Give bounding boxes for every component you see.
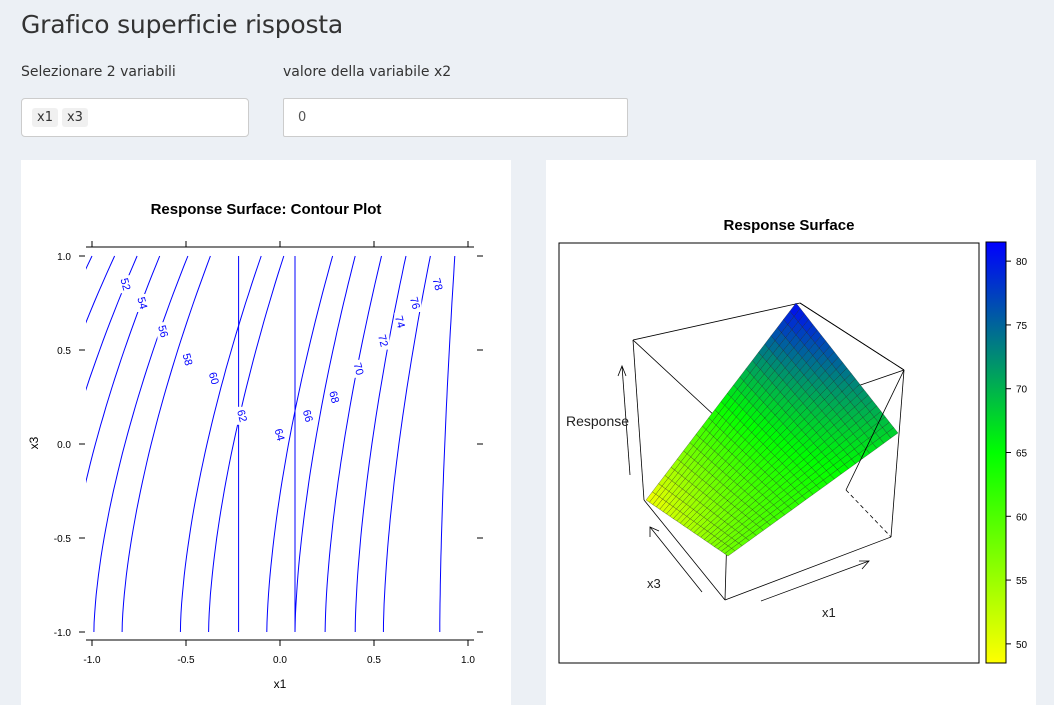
contour-level-label: 52 <box>117 277 132 292</box>
contour-level-label: 58 <box>180 352 195 367</box>
contour-clip-right <box>474 160 511 705</box>
contour-level-label: 54 <box>134 296 149 311</box>
surface-box-edge <box>845 369 905 491</box>
contour-y-tick-label: -0.5 <box>54 534 72 545</box>
contour-label-bg <box>181 350 194 369</box>
contour-line <box>179 255 262 633</box>
surface-z-axis-label: Response <box>566 413 629 429</box>
contour-x-tick-label: 0.5 <box>367 655 381 666</box>
contour-y-tick-label: 0.0 <box>57 440 71 451</box>
surface-x-arrow <box>760 560 870 602</box>
surface-plot-panel: Response Surface Response x3 x1 50 55 60 65… <box>546 160 1036 705</box>
contour-label-bg <box>302 406 315 425</box>
surface-plot-frame <box>558 242 980 664</box>
contour-label-bg <box>274 425 286 444</box>
colorbar-tick-label: 65 <box>1016 449 1028 460</box>
page-title: Grafico superficie risposta <box>21 10 344 39</box>
contour-x-tick-label: 1.0 <box>461 655 475 666</box>
contour-y-tick-label: 1.0 <box>57 252 71 263</box>
surface-x-axis-label: x1 <box>822 605 836 620</box>
surface-z-arrow <box>621 365 631 476</box>
contour-line <box>354 255 407 633</box>
contour-label-bg <box>409 294 422 312</box>
contour-level-label: 70 <box>351 362 366 377</box>
contour-y-tick-label: 0.5 <box>57 346 71 357</box>
contour-line <box>382 255 431 633</box>
contour-y-tick-label: -1.0 <box>54 628 72 639</box>
contour-x-tick-label: -1.0 <box>83 655 101 666</box>
contour-label-bg <box>136 294 149 312</box>
selected-variable-chip[interactable]: x3 <box>61 108 88 127</box>
contour-level-label: 60 <box>206 371 221 386</box>
contour-level-label: 68 <box>326 390 341 405</box>
surface-y-arrowhead <box>649 526 660 537</box>
surface-y-arrow <box>649 526 703 593</box>
surface-box-edge <box>632 302 801 341</box>
contour-plot-panel: Response Surface: Contour Plot 52 54 56 58 6… <box>21 160 511 705</box>
contour-x-tick-label: -0.5 <box>177 655 195 666</box>
contour-line <box>294 255 356 633</box>
surface-title: Response Surface <box>724 217 855 234</box>
colorbar-tick-label: 60 <box>1016 512 1028 523</box>
contour-label-bg <box>157 322 170 341</box>
surface-box-edge <box>845 489 892 538</box>
contour-label-bg <box>208 369 221 388</box>
colorbar-tick-label: 50 <box>1016 640 1028 651</box>
surface-box-edge <box>643 499 726 601</box>
fixed-value-input[interactable] <box>283 98 628 137</box>
surface-z-arrowhead <box>617 364 627 377</box>
colorbar-tick-label: 70 <box>1016 385 1028 396</box>
surface-box-edge <box>799 302 905 371</box>
colorbar-tick-label: 80 <box>1016 257 1028 268</box>
contour-y-axis-label: x3 <box>27 436 41 449</box>
colorbar-tick-label: 55 <box>1016 576 1028 587</box>
contour-level-label: 72 <box>375 333 390 348</box>
surface-plot: Response Surface Response x3 x1 50 55 60 65… <box>558 217 1028 664</box>
contour-label-bg <box>352 359 365 378</box>
contour-label-bg <box>394 312 407 331</box>
surface-facet <box>724 548 736 557</box>
surface-y-axis-label: x3 <box>647 576 661 591</box>
colorbar-tick-label: 75 <box>1016 321 1028 332</box>
contour-level-label: 64 <box>272 427 287 442</box>
contour-level-label: 74 <box>392 315 407 330</box>
contour-line <box>324 255 382 633</box>
surface-box-edge <box>724 536 892 601</box>
contour-x-axis-label: x1 <box>274 677 287 691</box>
contour-line <box>208 255 285 633</box>
contour-level-label: 66 <box>300 409 315 424</box>
variables-select[interactable]: x1 x3 <box>21 98 249 137</box>
contour-label-bg <box>328 388 341 406</box>
colorbar <box>985 241 1007 664</box>
variables-label: Selezionare 2 variabili <box>21 64 176 80</box>
contour-level-label: 78 <box>430 277 445 292</box>
contour-title: Response Surface: Contour Plot <box>151 201 382 218</box>
contour-clip-left <box>21 160 86 705</box>
contour-label-bg <box>119 275 132 294</box>
contour-line <box>121 255 211 633</box>
contour-level-label: 56 <box>155 324 170 339</box>
fixed-value-label: valore della variabile x2 <box>283 64 452 80</box>
contour-line <box>266 255 334 633</box>
contour-label-bg <box>236 406 249 425</box>
contour-label-bg <box>377 331 390 350</box>
contour-level-label: 62 <box>234 409 249 424</box>
selected-variable-chip[interactable]: x1 <box>32 108 58 127</box>
contour-level-label: 76 <box>407 296 422 311</box>
surface-box-edge <box>632 339 645 501</box>
contour-line <box>439 255 456 632</box>
surface-box-edge <box>890 369 905 538</box>
contour-x-tick-label: 0.0 <box>273 655 287 666</box>
contour-line <box>93 255 189 633</box>
surface-x-arrowhead <box>859 560 870 570</box>
contour-label-bg <box>431 275 444 294</box>
